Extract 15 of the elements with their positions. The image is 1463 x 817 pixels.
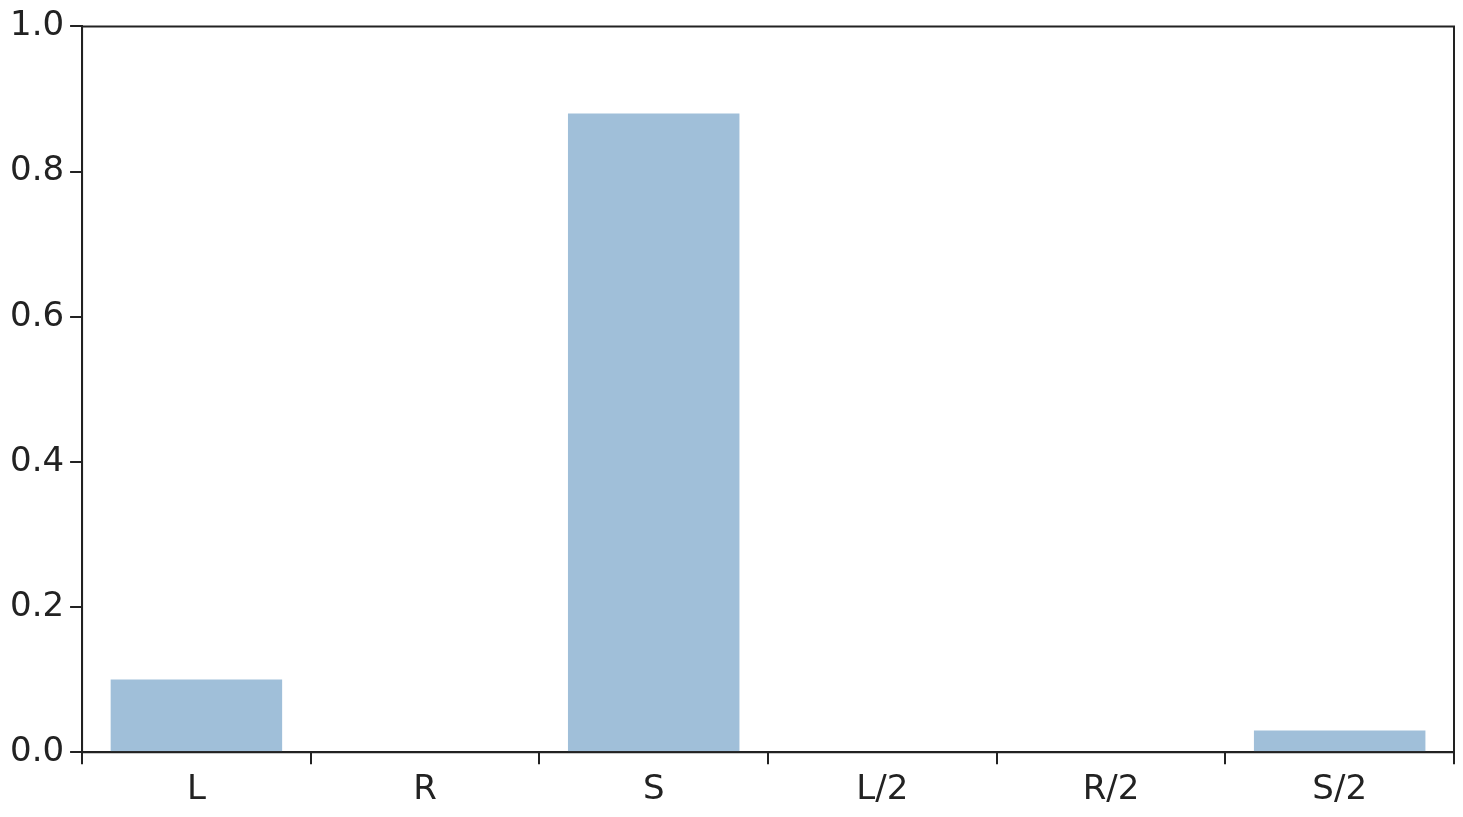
y-tick-label: 0.4 [9,438,65,479]
x-tick-label: R/2 [1082,767,1140,808]
bar [567,113,740,752]
x-tick-label: S [642,767,665,808]
y-tick-label: 0.8 [9,148,65,189]
y-tick-label: 0.0 [9,729,65,770]
bar [1253,730,1426,752]
bar [110,679,283,752]
y-tick-label: 1.0 [9,3,65,44]
x-tick-label: R [413,767,437,808]
y-tick-label: 0.2 [9,583,65,624]
x-tick-label: L/2 [856,767,909,808]
y-tick-label: 0.6 [9,293,65,334]
x-tick-label: S/2 [1312,767,1368,808]
x-tick-label: L [186,767,206,808]
